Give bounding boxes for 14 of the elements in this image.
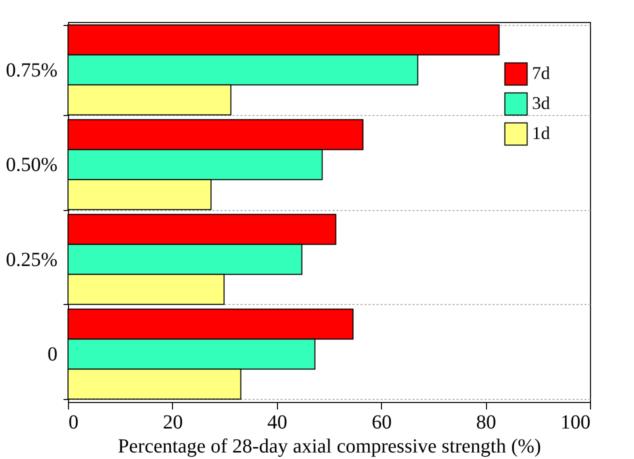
legend-label: 1d: [532, 123, 550, 143]
x-tick-label: 60: [372, 412, 392, 434]
y-tick-label: 0: [48, 344, 58, 366]
x-tick-label: 40: [267, 412, 288, 434]
y-tick-label: 0.25%: [6, 248, 58, 271]
x-tick-label: 80: [476, 412, 496, 434]
x-tick-label: 20: [162, 412, 183, 434]
legend-label: 7d: [532, 63, 550, 83]
x-axis-title: Percentage of 28-day axial compressive strength (%): [118, 436, 542, 458]
x-tick-label: 100: [560, 412, 590, 434]
x-tick-label: 0: [68, 412, 78, 434]
legend-label: 3d: [532, 93, 550, 113]
y-tick-label: 0.50%: [6, 154, 58, 176]
y-tick-label: 0.75%: [6, 59, 58, 82]
